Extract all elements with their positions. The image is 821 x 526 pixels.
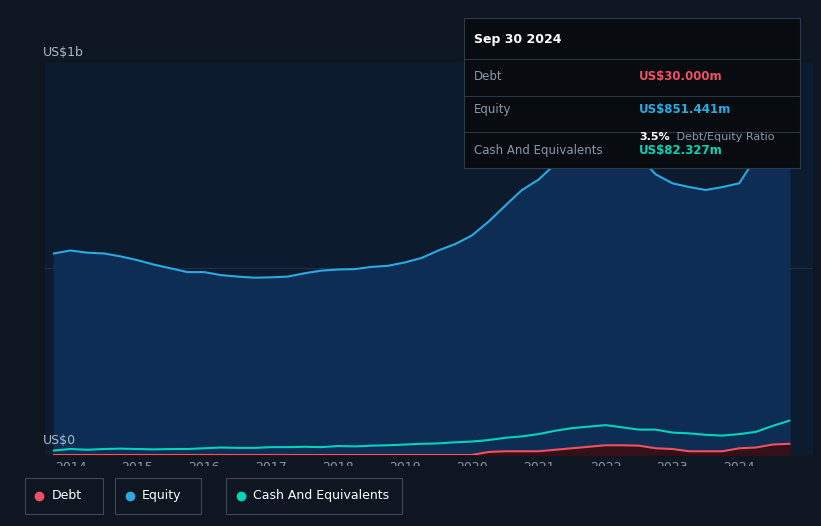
Text: Debt: Debt xyxy=(474,70,502,84)
Text: US$1b: US$1b xyxy=(43,46,84,59)
Text: Debt/Equity Ratio: Debt/Equity Ratio xyxy=(672,132,774,141)
Text: US$82.327m: US$82.327m xyxy=(639,144,722,157)
Text: US$851.441m: US$851.441m xyxy=(639,103,732,116)
Text: Cash And Equivalents: Cash And Equivalents xyxy=(253,489,389,502)
Text: Sep 30 2024: Sep 30 2024 xyxy=(474,33,562,46)
Text: US$0: US$0 xyxy=(43,434,76,447)
Text: US$30.000m: US$30.000m xyxy=(639,70,722,84)
Text: Cash And Equivalents: Cash And Equivalents xyxy=(474,144,603,157)
Text: Equity: Equity xyxy=(142,489,181,502)
Text: Equity: Equity xyxy=(474,103,511,116)
Text: Debt: Debt xyxy=(52,489,82,502)
Text: 3.5%: 3.5% xyxy=(639,132,670,141)
